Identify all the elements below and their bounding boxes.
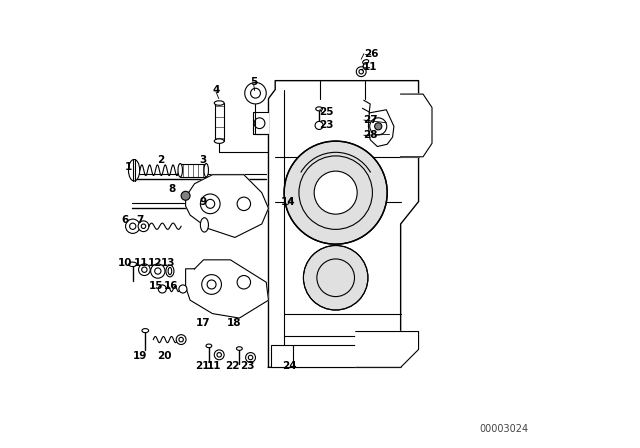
Circle shape: [150, 264, 165, 278]
Ellipse shape: [129, 159, 140, 181]
Circle shape: [139, 264, 150, 276]
Polygon shape: [401, 94, 432, 157]
Ellipse shape: [214, 101, 224, 105]
Text: 12: 12: [148, 258, 163, 268]
Polygon shape: [362, 100, 370, 112]
Circle shape: [303, 246, 368, 310]
Text: 26: 26: [364, 49, 379, 59]
Circle shape: [244, 82, 266, 104]
Text: 21: 21: [195, 361, 210, 371]
Text: 9: 9: [199, 198, 206, 207]
Ellipse shape: [206, 344, 212, 348]
Polygon shape: [186, 175, 269, 237]
Circle shape: [246, 353, 255, 362]
Polygon shape: [356, 332, 419, 367]
Circle shape: [125, 219, 140, 233]
Text: 18: 18: [227, 319, 241, 328]
Circle shape: [158, 285, 166, 293]
Polygon shape: [186, 260, 269, 318]
Ellipse shape: [166, 265, 174, 277]
Ellipse shape: [129, 262, 137, 267]
Text: 11: 11: [207, 361, 221, 371]
Text: 2: 2: [157, 155, 164, 165]
Text: 8: 8: [168, 184, 176, 194]
Bar: [271, 345, 401, 367]
Text: 15: 15: [148, 281, 163, 291]
Text: 11: 11: [134, 258, 148, 268]
Text: 4: 4: [212, 85, 220, 95]
Circle shape: [314, 171, 357, 214]
Text: 19: 19: [132, 351, 147, 361]
Circle shape: [138, 221, 149, 232]
Circle shape: [284, 141, 387, 244]
Circle shape: [176, 335, 186, 345]
Circle shape: [179, 285, 187, 293]
Text: 16: 16: [164, 281, 178, 291]
Text: 17: 17: [196, 319, 211, 328]
Text: 28: 28: [363, 130, 378, 140]
Circle shape: [374, 123, 382, 130]
Text: 13: 13: [161, 258, 175, 268]
Text: 7: 7: [136, 215, 143, 225]
Text: 11: 11: [363, 62, 378, 72]
Ellipse shape: [204, 164, 209, 177]
Text: 14: 14: [280, 198, 295, 207]
Text: 23: 23: [240, 361, 255, 371]
Circle shape: [315, 121, 323, 129]
Text: 6: 6: [122, 215, 129, 225]
Text: 24: 24: [282, 361, 297, 371]
Text: 20: 20: [157, 351, 172, 361]
Circle shape: [356, 67, 366, 77]
Text: 00003024: 00003024: [479, 424, 529, 434]
Text: 10: 10: [118, 258, 132, 268]
Text: 1: 1: [125, 162, 132, 172]
Ellipse shape: [363, 60, 369, 64]
Polygon shape: [253, 112, 269, 134]
Text: 22: 22: [225, 361, 240, 371]
Ellipse shape: [214, 139, 224, 143]
Bar: [180, 164, 206, 177]
Ellipse shape: [316, 107, 323, 111]
Ellipse shape: [236, 347, 243, 350]
Ellipse shape: [142, 329, 148, 332]
Circle shape: [237, 197, 251, 211]
Ellipse shape: [200, 218, 209, 232]
Circle shape: [237, 276, 251, 289]
Circle shape: [214, 350, 224, 360]
Text: 23: 23: [319, 121, 334, 130]
Text: 3: 3: [199, 155, 206, 165]
Circle shape: [200, 194, 220, 214]
Circle shape: [202, 275, 221, 294]
Text: 25: 25: [319, 107, 334, 117]
Text: 5: 5: [250, 77, 257, 86]
Ellipse shape: [178, 164, 182, 177]
Polygon shape: [269, 81, 419, 367]
Polygon shape: [369, 110, 394, 146]
Circle shape: [181, 191, 190, 200]
Text: 27: 27: [363, 115, 378, 125]
